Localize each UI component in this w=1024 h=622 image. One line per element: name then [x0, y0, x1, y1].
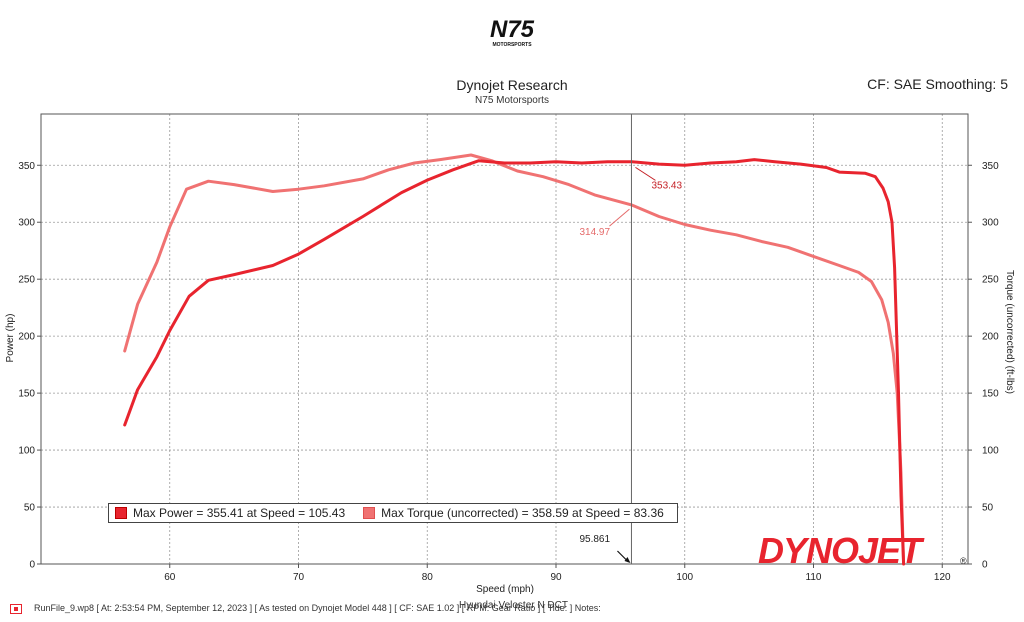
y-axis-label-left: Power (hp) [5, 314, 16, 363]
legend-power-label: Max Power = 355.41 at Speed = 105.43 [133, 506, 346, 520]
run-file-icon[interactable] [10, 604, 22, 614]
chart-grid [41, 114, 968, 564]
chart-title: Dynojet Research [456, 77, 568, 93]
chart-axes: 60 70 80 90 100 110 120 0 0 50 50 100 100 150 150 200 20… [18, 161, 999, 583]
x-tick-label: 120 [934, 572, 951, 583]
x-axis-label: Speed (mph) [476, 584, 534, 595]
series-line-power [123, 158, 906, 566]
y-tick-label-right: 150 [982, 389, 999, 400]
chart-cursor: 353.43 314.97 95.861 [579, 114, 682, 564]
y-tick-label-right: 100 [982, 446, 999, 457]
legend-torque-label: Max Torque (uncorrected) = 358.59 at Spe… [381, 506, 664, 520]
x-tick-label: 70 [293, 572, 305, 583]
y-tick-label-right: 250 [982, 275, 999, 286]
y-tick-label-right: 350 [982, 161, 999, 172]
y-tick-label-left: 250 [18, 275, 35, 286]
y-tick-label-left: 100 [18, 446, 35, 457]
plot-frame [40, 113, 969, 565]
y-tick-label-left: 0 [29, 560, 35, 571]
y-tick-label-left: 150 [18, 389, 35, 400]
chart-series [123, 153, 906, 566]
legend-item-power[interactable]: Max Power = 355.41 at Speed = 105.43 [115, 506, 345, 520]
y-tick-label-left: 300 [18, 218, 35, 229]
cursor-x-value: 95.861 [579, 534, 610, 545]
y-axis-label-right: Torque (uncorrected) (ft-lbs) [1004, 270, 1015, 394]
cursor-torque-pointer [609, 208, 630, 227]
legend-torque-swatch [363, 507, 376, 519]
svg-text:N75: N75 [490, 16, 535, 43]
correction-factor-text: CF: SAE Smoothing: 5 [867, 76, 1008, 92]
x-tick-label: 100 [676, 572, 693, 583]
dynojet-logo: DYNOJET [758, 530, 922, 571]
chart-legend: Max Power = 355.41 at Speed = 105.43 Max… [108, 503, 678, 523]
y-tick-label-right: 0 [982, 560, 988, 571]
y-tick-label-right: 300 [982, 218, 999, 229]
cursor-torque-value: 314.97 [579, 227, 610, 238]
chart-subtitle: N75 Motorsports [475, 95, 549, 106]
series-line-torque [123, 153, 906, 566]
svg-text:MOTORSPORTS: MOTORSPORTS [492, 42, 532, 48]
vehicle-name: Hyundai Veloster N DCT [459, 600, 568, 611]
y-tick-label-right: 200 [982, 332, 999, 343]
legend-power-swatch [115, 507, 127, 519]
y-tick-label-left: 200 [18, 332, 35, 343]
cursor-power-value: 353.43 [651, 180, 682, 191]
x-tick-label: 80 [422, 572, 434, 583]
legend-item-torque[interactable]: Max Torque (uncorrected) = 358.59 at Spe… [363, 506, 664, 520]
registered-mark: ® [960, 556, 967, 566]
run-file-info: RunFile_9.wp8 [ At: 2:53:54 PM, Septembe… [34, 603, 601, 613]
y-tick-label-left: 50 [24, 503, 36, 514]
x-tick-label: 110 [806, 572, 822, 583]
n75-logo: N75 MOTORSPORTS [490, 16, 535, 48]
cursor-x-arrowhead [624, 557, 631, 563]
x-tick-label: 90 [550, 572, 562, 583]
cursor-power-pointer [635, 166, 656, 181]
y-tick-label-right: 50 [982, 503, 994, 514]
y-tick-label-left: 350 [18, 161, 35, 172]
x-tick-label: 60 [164, 572, 176, 583]
